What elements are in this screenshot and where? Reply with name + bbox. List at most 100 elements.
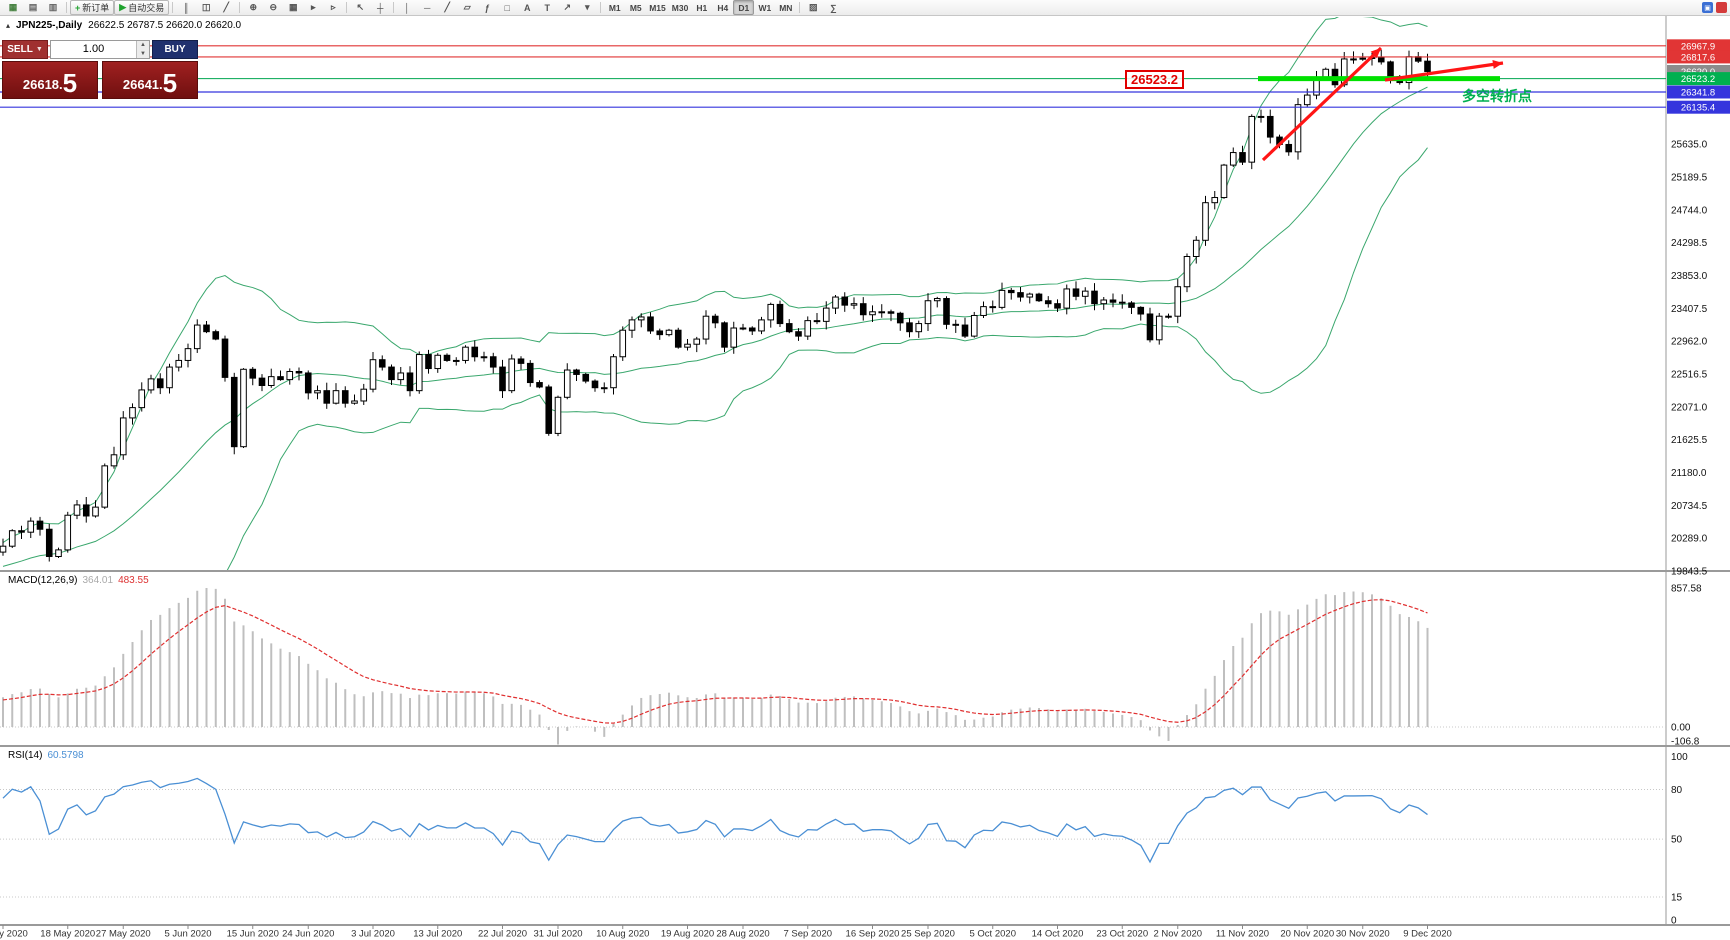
turning-point-label[interactable]: 多空转折点 [1462,88,1532,104]
volume-stepper[interactable]: ▲ ▼ [136,41,149,58]
date-axis-label: 5 Jun 2020 [164,929,211,940]
buy-mode-button[interactable]: BUY [152,40,198,59]
connection-status-icon[interactable] [1716,2,1727,13]
fibonacci-icon[interactable]: ƒ [477,0,497,15]
date-axis-label: 10 Aug 2020 [596,929,649,940]
candle [286,368,294,385]
auto-scroll-icon[interactable]: ▸ [303,0,323,15]
timeframe-m15[interactable]: M15 [649,2,666,13]
trend-arrow[interactable] [1261,46,1383,162]
candle [1248,114,1256,170]
toolbar-right-icons: ▣ [1702,2,1727,13]
candlestick-chart-icon[interactable]: ◫ [196,0,216,15]
candle [240,368,247,449]
sell-price-pip: 5 [62,68,78,98]
candle [1044,296,1052,308]
candle [573,368,580,382]
tile-windows-icon[interactable]: ▦ [283,0,303,15]
date-axis-label: 27 May 2020 [96,929,151,940]
candle [1192,236,1200,264]
candle [730,321,738,354]
news-icon[interactable]: ▣ [1702,2,1713,13]
objects-more-icon: ▾ [584,2,590,12]
date-axis-label: 23 Oct 2020 [1096,929,1148,940]
rsi-line [2,777,1428,864]
candle [961,317,969,338]
zoom-out-icon[interactable]: ⊖ [263,0,283,15]
toolbar-separator [239,2,241,13]
volume-down-icon[interactable]: ▼ [137,49,149,58]
data-window-icon[interactable]: ▥ [43,0,63,15]
candle [684,338,691,351]
volume-input[interactable]: 1.00 [82,43,105,55]
price-axis-label: 21180.0 [1671,468,1707,479]
candle [0,538,7,556]
text-icon[interactable]: A [517,0,537,15]
candle [351,394,358,405]
objects-more-icon[interactable]: ▾ [577,0,597,15]
horizontal-line-icon[interactable]: ─ [417,0,437,15]
candle [1165,313,1172,319]
buy-price-button[interactable]: 26641. 5 [102,61,198,99]
timeframe-mn[interactable]: MN [779,2,793,13]
new-chart-icon[interactable]: ▦ [3,0,23,15]
chart-plot-area[interactable] [0,16,1666,571]
candle [73,500,81,520]
macd-name: MACD(12,26,9) [8,575,78,586]
trendline-icon: ╱ [444,2,450,12]
volume-up-icon[interactable]: ▲ [137,41,149,50]
candle [887,309,895,322]
crosshair-icon[interactable]: ┼ [370,0,390,15]
price-callout-label[interactable]: 26523.2 [1125,70,1184,89]
line-chart-icon[interactable]: ╱ [216,0,236,15]
candle [8,529,16,549]
timeframe-m5[interactable]: M5 [629,2,642,13]
sell-mode-button[interactable]: SELL ▼ [2,40,48,59]
templates-icon[interactable]: ▨ [803,0,823,15]
candle [600,382,608,394]
candle [1146,307,1154,343]
sell-dropdown-icon[interactable]: ▼ [35,46,43,53]
candle [841,292,849,312]
autotrade-button[interactable]: ▶ 自动交易 [114,0,170,15]
price-axis[interactable]: 25635.0 25189.5 24744.0 24298.5 23853.0 23407… [1671,140,1708,578]
text-label-icon[interactable]: T [537,0,557,15]
candle [462,345,469,364]
trendline-icon[interactable]: ╱ [437,0,457,15]
candle [1017,287,1024,302]
sell-price-button[interactable]: 26618. 5 [2,61,98,99]
channel-icon[interactable]: ▱ [457,0,477,15]
price-axis-label: 25635.0 [1671,140,1708,151]
timeframe-h1[interactable]: H1 [696,2,708,13]
candle [82,497,90,523]
trend-arrow[interactable] [1384,59,1504,82]
timeframe-m30[interactable]: M30 [671,2,689,13]
candle [249,367,257,386]
price-axis-label: 20289.0 [1671,534,1708,545]
timeframe-h4[interactable]: H4 [717,2,729,13]
new-order-button[interactable]: + 新订单 [70,0,115,15]
candle [314,385,321,400]
bar-chart-icon[interactable]: ║ [176,0,196,15]
candle [1285,140,1293,156]
buy-price-main: 26641. [122,77,163,92]
arrow-object-icon[interactable]: ↗ [557,0,577,15]
candle [933,296,941,308]
profiles-icon[interactable]: ▤ [23,0,43,15]
shapes-icon[interactable]: □ [497,0,517,15]
cursor-icon[interactable]: ↖ [350,0,370,15]
vertical-line-icon[interactable]: │ [397,0,417,15]
candle [499,359,506,398]
line-chart-icon: ╱ [223,2,229,12]
candle [989,300,997,313]
timeframe-m1[interactable]: M1 [608,2,621,13]
candle [1229,147,1237,168]
candle [545,384,553,436]
zoom-in-icon[interactable]: ⊕ [243,0,263,15]
timeframe-d1[interactable]: D1 [733,0,755,15]
indicators-icon[interactable]: ∑ [823,0,843,15]
timeframe-w1[interactable]: W1 [758,2,772,13]
chart-shift-icon[interactable]: ▹ [323,0,343,15]
